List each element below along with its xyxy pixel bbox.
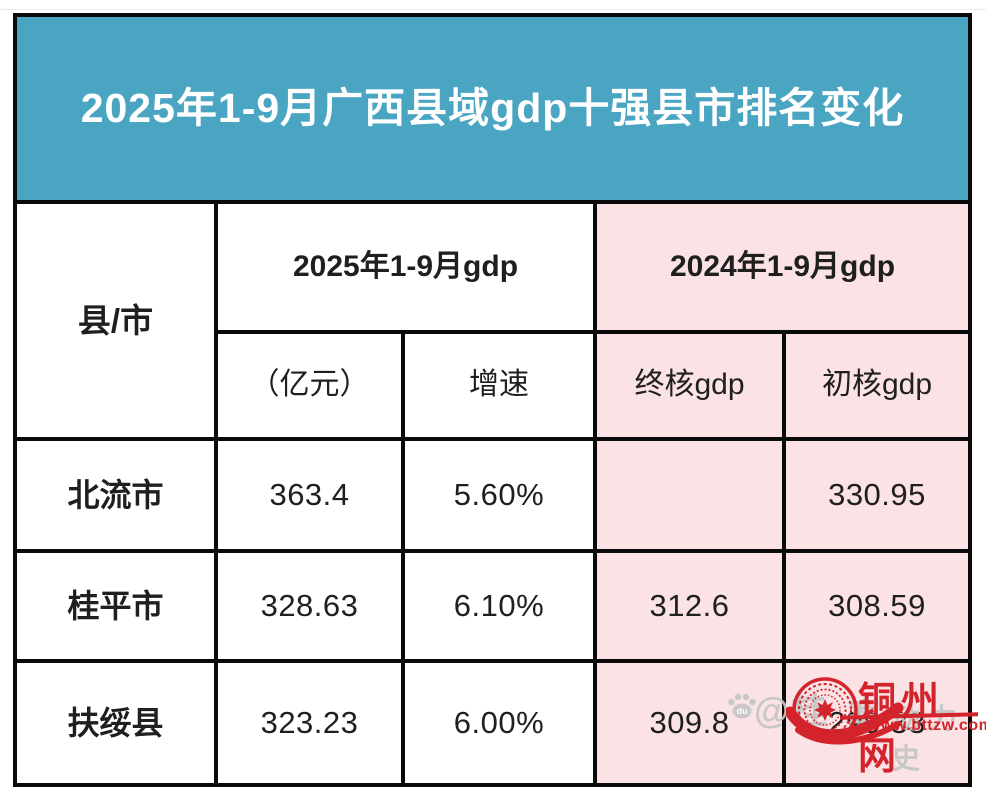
row-growth: 6.10% [405,553,593,659]
row-final-2024: 309.8 [597,663,782,783]
row-county-name: 桂平市 [17,553,214,659]
row-county-name: 北流市 [17,441,214,549]
row-initial-2024: 308.59 [786,553,968,659]
gdp-ranking-table: 2025年1-9月广西县域gdp十强县市排名变化 县/市 2025年1-9月gd… [13,13,972,787]
row-initial-2024: 299.33 [786,663,968,783]
row-final-2024: 312.6 [597,553,782,659]
row-gdp-2025: 328.63 [218,553,401,659]
header-group-2025: 2025年1-9月gdp [218,204,593,330]
header-final-gdp: 终核gdp [597,334,782,437]
header-initial-gdp: 初核gdp [786,334,968,437]
row-gdp-2025: 363.4 [218,441,401,549]
top-hairline [0,9,986,10]
infographic-canvas: 2025年1-9月广西县域gdp十强县市排名变化 县/市 2025年1-9月gd… [0,9,986,787]
row-gdp-2025: 323.23 [218,663,401,783]
row-final-2024 [597,441,782,549]
row-growth: 6.00% [405,663,593,783]
header-growth: 增速 [405,334,593,437]
header-unit: （亿元） [218,334,401,437]
row-initial-2024: 330.95 [786,441,968,549]
header-county: 县/市 [17,204,214,437]
table-title: 2025年1-9月广西县域gdp十强县市排名变化 [17,17,968,200]
row-county-name: 扶绥县 [17,663,214,783]
row-growth: 5.60% [405,441,593,549]
header-group-2024: 2024年1-9月gdp [597,204,968,330]
